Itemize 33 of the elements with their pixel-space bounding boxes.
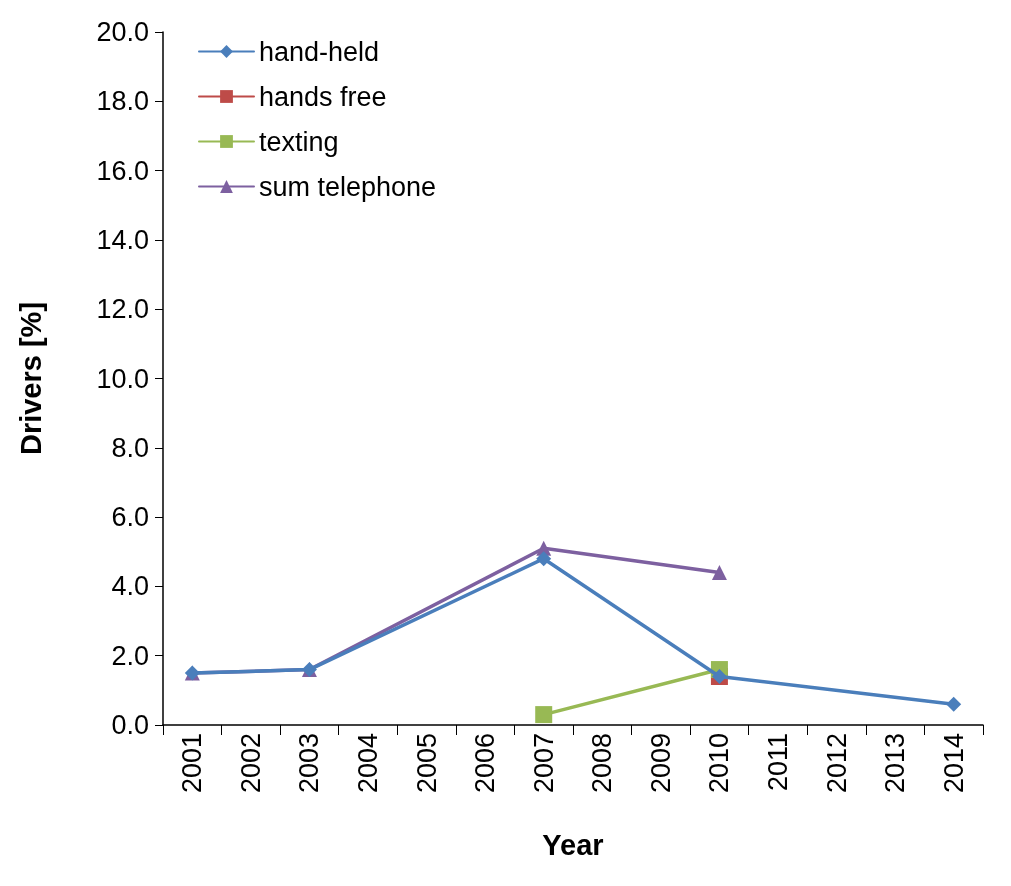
y-tick-label: 12.0 [96,294,149,325]
x-tick-label: 2014 [938,733,969,794]
x-tick-label: 2008 [587,733,618,794]
legend-label: hands free [259,81,387,112]
y-tick-label: 8.0 [111,432,149,463]
x-axis-title: Year [542,828,604,861]
x-tick-label: 2004 [353,733,383,794]
y-tick-label: 0.0 [111,710,149,740]
y-tick-label: 10.0 [96,363,149,394]
x-tick-label: 2013 [880,733,911,794]
x-tick-label: 2003 [294,733,325,794]
x-tick-label: 2006 [470,733,501,794]
x-tick-label: 2002 [235,733,266,794]
point [946,696,962,712]
y-axis-title: Drivers [%] [14,301,47,456]
y-tick-label: 20.0 [96,17,149,47]
x-tick-label: 2005 [411,733,442,794]
point [535,706,553,724]
x-tick-label: 2009 [645,733,676,794]
x-tick-label: 2001 [177,733,208,794]
x-tick-label: 2011 [763,733,793,792]
x-tick-label: 2007 [528,733,559,794]
y-tick-label: 6.0 [111,502,149,533]
y-tick-label: 18.0 [96,86,149,117]
y-tick-label: 14.0 [96,224,149,255]
x-tick-label: 2010 [704,733,735,794]
y-tick-label: 4.0 [111,571,149,602]
legend-label: sum telephone [259,171,437,202]
x-tick-label: 2012 [821,733,852,794]
y-tick-label: 2.0 [111,640,149,671]
y-tick-label: 16.0 [96,155,149,186]
legend-label: texting [259,126,339,157]
legend-label: hand-held [259,36,380,67]
